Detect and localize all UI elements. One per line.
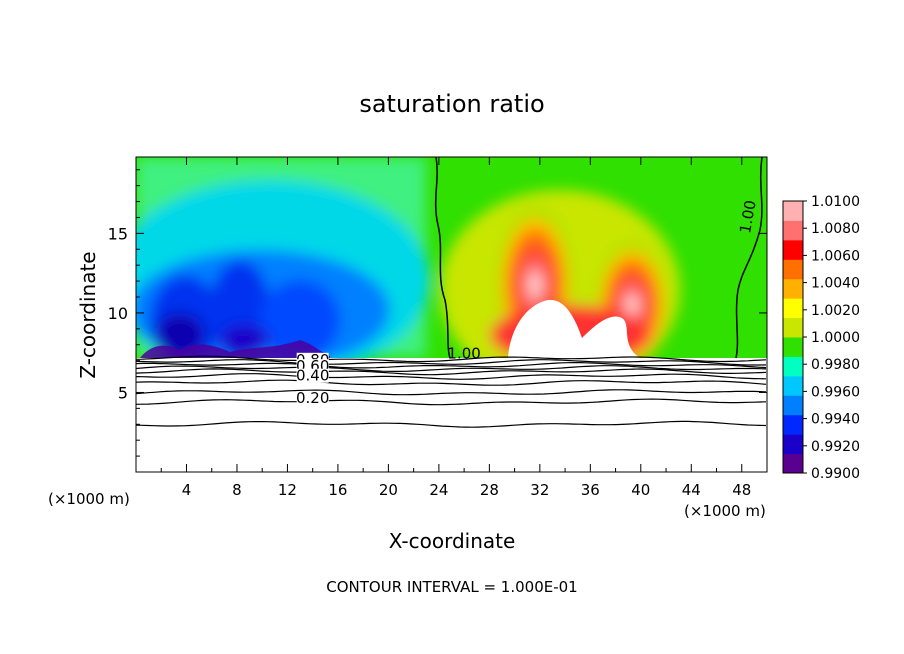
contour-line: [136, 389, 767, 396]
contour-labels: 0.800.600.400.201.001.00: [296, 199, 760, 407]
contour-line: [136, 355, 767, 363]
x-tick-label: 48: [732, 481, 751, 499]
x-unit-left: (×1000 m): [48, 490, 130, 508]
colorbar-label: 1.0000: [811, 330, 860, 346]
blue-core-3: [260, 280, 340, 360]
colorbar-label: 1.0040: [811, 276, 860, 292]
colorbar-segment: [783, 220, 803, 241]
x-tick-label: 44: [682, 481, 701, 499]
surface-region: [136, 358, 767, 472]
colorbar-label: 1.0020: [811, 303, 860, 319]
colorbar-segment: [783, 201, 803, 221]
plot-frame: [135, 156, 768, 473]
colorbar-label: 0.9920: [811, 439, 860, 455]
white-cloud-region: [508, 299, 640, 358]
colorbar-segment: [783, 337, 803, 357]
colorbar-segment: [783, 453, 803, 474]
y-tick-label: 15: [108, 224, 128, 243]
colorbar-segment: [783, 298, 803, 319]
contour-label: 0.40: [296, 367, 329, 385]
colorbar-segment: [783, 317, 803, 338]
colorbar: 0.9900 0.9920 0.9940 0.9960 0.9980 1.0000 1.00…: [782, 194, 860, 482]
x-tick-label: 16: [328, 481, 347, 499]
contour-line: [136, 359, 767, 366]
colorbar-label: 0.9980: [811, 357, 860, 373]
x-tick-label: 36: [581, 481, 600, 499]
y-axis: 5 10 15: [108, 169, 767, 457]
x-tick-label: 8: [232, 481, 242, 499]
colorbar-label: 0.9940: [811, 412, 860, 428]
contour-line: [136, 398, 767, 406]
contour-line: [136, 420, 767, 428]
heatmap-field: [136, 157, 767, 472]
contour-line: [136, 373, 767, 380]
y-axis-label: Z-coordinate: [76, 251, 100, 378]
contour-1.00-right: [735, 157, 763, 359]
colorbar-label: 1.0060: [811, 248, 860, 264]
contour-line: [136, 365, 767, 372]
x-tick-label: 40: [631, 481, 650, 499]
contour-lines: [136, 355, 767, 428]
colorbar-label: 1.0100: [811, 194, 860, 210]
contour-label: 0.20: [296, 389, 329, 407]
colorbar-label: 0.9960: [811, 384, 860, 400]
colorbar-segment: [783, 375, 803, 396]
colorbar-segment: [783, 395, 803, 416]
x-tick-label: 20: [379, 481, 398, 499]
x-tick-label: 24: [429, 481, 448, 499]
contour-line: [136, 368, 767, 376]
contour-line: [136, 362, 767, 369]
colorbar-label: 1.0080: [811, 221, 860, 237]
colorbar-segment: [783, 434, 803, 455]
y-tick-label: 10: [108, 304, 128, 323]
contour-label: 1.00: [736, 199, 760, 235]
colorbar-segment: [783, 356, 803, 377]
colorbar-segment: [783, 278, 803, 299]
colorbar-label: 0.9900: [811, 466, 860, 482]
contour-line: [136, 379, 767, 386]
x-tick-label: 4: [182, 481, 192, 499]
contour-1.00-left: [434, 157, 451, 359]
y-tick-label: 5: [118, 383, 128, 402]
x-tick-label: 12: [278, 481, 297, 499]
x-axis-label: X-coordinate: [389, 529, 516, 553]
x-unit-right: (×1000 m): [684, 502, 766, 520]
contour-label-bg: [296, 368, 329, 383]
purple-fringe: [140, 340, 330, 360]
contour-interval-note: CONTOUR INTERVAL = 1.000E-01: [326, 578, 577, 596]
deep-blue-core-2: [220, 325, 270, 355]
contour-label-bg: [296, 391, 329, 405]
x-tick-label: 28: [480, 481, 499, 499]
x-tick-label: 32: [530, 481, 549, 499]
colorbar-segment: [783, 414, 803, 435]
colorbar-segment: [783, 259, 803, 280]
x-axis: 4 8 12 16 20 24 28 32 36 40 44 48: [160, 157, 751, 499]
colorbar-segment: [783, 239, 803, 260]
contour-label: 1.00: [447, 344, 480, 362]
chart-title: saturation ratio: [359, 90, 544, 118]
